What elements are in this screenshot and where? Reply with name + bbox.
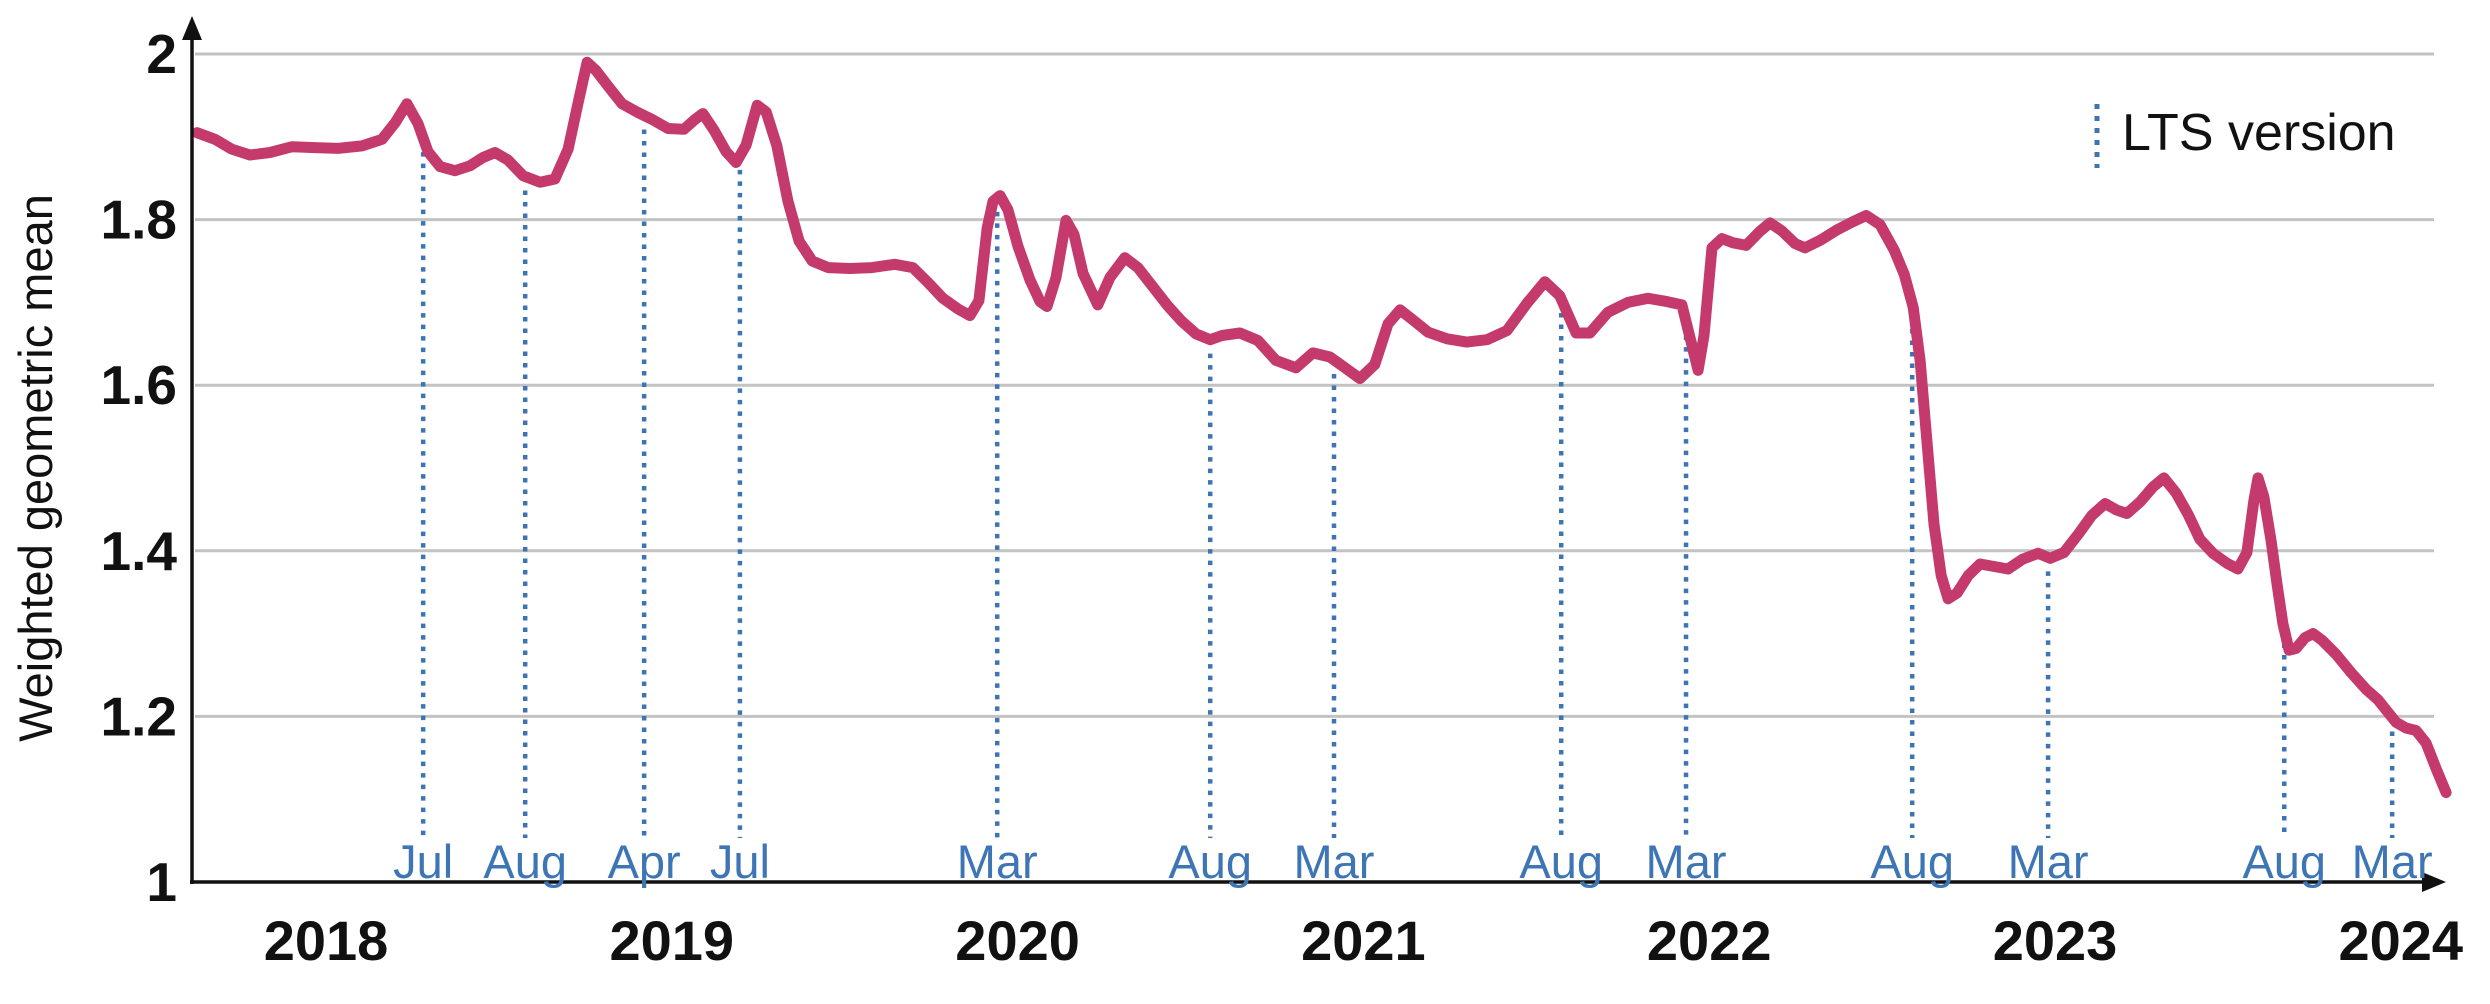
- y-tick-label: 2: [146, 23, 177, 85]
- lts-version-month-label: Aug: [1168, 835, 1252, 888]
- lts-version-month-label: Mar: [957, 835, 1038, 888]
- x-tick-label-year: 2020: [955, 909, 1080, 972]
- legend-label: LTS version: [2122, 104, 2396, 162]
- lts-version-month-label: Apr: [608, 835, 681, 888]
- lts-version-month-label: Mar: [1294, 835, 1375, 888]
- x-tick-label-year: 2022: [1647, 909, 1772, 972]
- x-tick-label-year: 2021: [1301, 909, 1426, 972]
- lts-version-month-label: Mar: [2352, 835, 2433, 888]
- y-tick-label: 1.6: [101, 354, 177, 416]
- series-line-weighted-geometric-mean: [191, 56, 2452, 799]
- y-tick-label: 1.2: [101, 685, 177, 747]
- x-axis-arrow-icon: [2422, 872, 2446, 892]
- lts-markers-group: [420, 129, 2395, 838]
- y-tick-label: 1.8: [101, 189, 177, 251]
- lts-version-month-label: Mar: [2008, 835, 2089, 888]
- x-tick-label-year: 2023: [1993, 909, 2118, 972]
- x-tick-label-year: 2024: [2339, 909, 2464, 972]
- lts-version-month-label: Aug: [1870, 835, 1954, 888]
- y-tick-label: 1.4: [101, 520, 178, 582]
- lts-month-labels-group: Jul Aug Apr Jul Mar Aug Mar Aug Mar Aug Mar Aug Mar: [393, 835, 2433, 888]
- lts-version-month-label: Aug: [2242, 835, 2326, 888]
- lts-version-month-label: Aug: [1519, 835, 1603, 888]
- y-tick-labels-group: 2 1.8 1.6 1.4 1.2 1: [101, 23, 178, 913]
- lts-version-month-label: Aug: [483, 835, 567, 888]
- series-group: [191, 56, 2452, 799]
- y-axis-arrow-icon: [182, 16, 202, 40]
- y-tick-label: 1: [146, 851, 177, 913]
- y-axis-title: Weighted geometric mean: [9, 194, 62, 742]
- x-tick-label-year: 2019: [610, 909, 735, 972]
- lts-version-month-label: Mar: [1646, 835, 1727, 888]
- x-tick-label-year: 2018: [264, 909, 389, 972]
- lts-version-month-label: Jul: [710, 835, 770, 888]
- lts-version-month-label: Jul: [393, 835, 453, 888]
- legend: LTS version: [2094, 104, 2396, 168]
- axes-group: [182, 16, 2446, 892]
- x-tick-labels-group: 2018 2019 2020 2021 2022 2023 2024: [264, 909, 2463, 972]
